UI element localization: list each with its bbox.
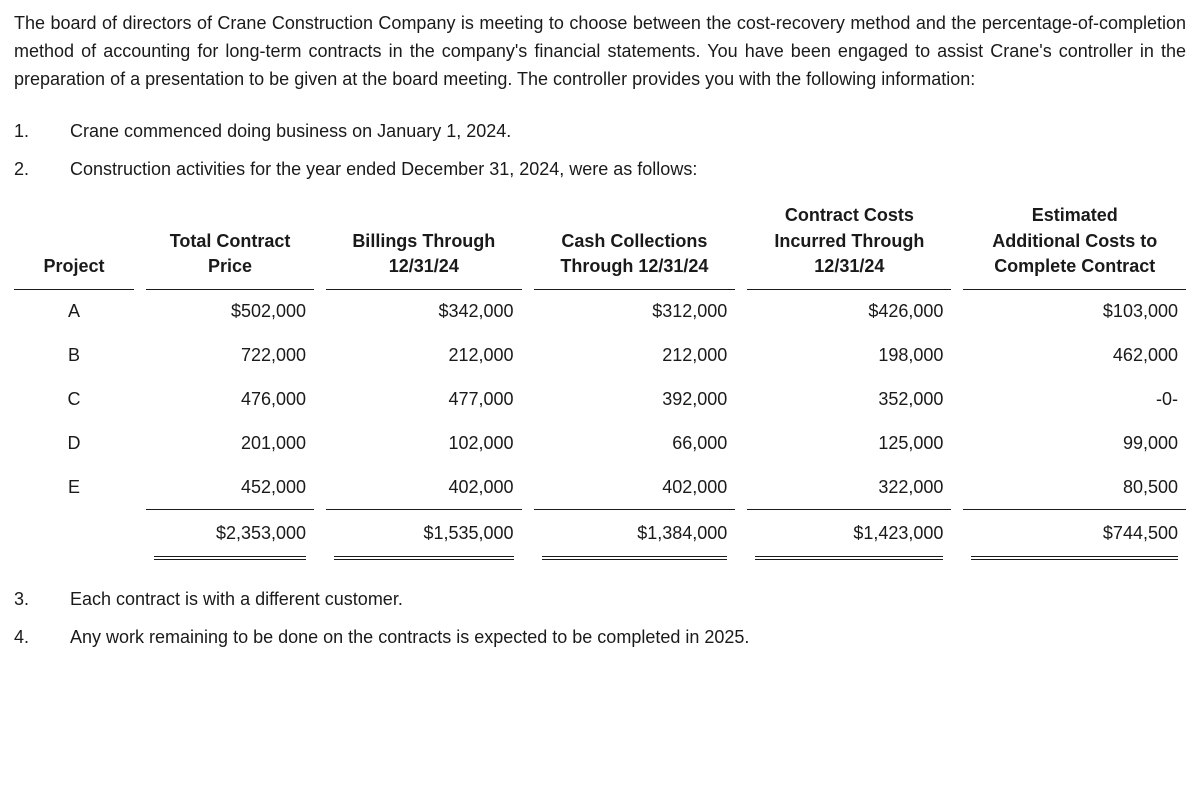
- col-costs: Contract Costs Incurred Through 12/31/24: [747, 197, 951, 289]
- cell-price: 476,000: [146, 378, 314, 422]
- col-billings: Billings Through 12/31/24: [326, 197, 522, 289]
- table-row: C 476,000 477,000 392,000 352,000 -0-: [14, 378, 1186, 422]
- cell-cash: 212,000: [534, 334, 736, 378]
- cell-price: 722,000: [146, 334, 314, 378]
- table-row: D 201,000 102,000 66,000 125,000 99,000: [14, 422, 1186, 466]
- total-costs: $1,423,000: [747, 510, 951, 558]
- cell-project: D: [14, 422, 134, 466]
- total-billings: $1,535,000: [326, 510, 522, 558]
- list-item-3: 3. Each contract is with a different cus…: [14, 586, 1186, 614]
- cell-cash: 392,000: [534, 378, 736, 422]
- cell-price: $502,000: [146, 290, 314, 334]
- cell-addl: -0-: [963, 378, 1186, 422]
- list-number: 3.: [14, 586, 70, 614]
- col-cash: Cash Collections Through 12/31/24: [534, 197, 736, 289]
- info-list-bottom: 3. Each contract is with a different cus…: [14, 586, 1186, 652]
- info-list-top: 1. Crane commenced doing business on Jan…: [14, 118, 1186, 184]
- table-row: A $502,000 $342,000 $312,000 $426,000 $1…: [14, 290, 1186, 334]
- cell-addl: $103,000: [963, 290, 1186, 334]
- cell-project: A: [14, 290, 134, 334]
- table-row: B 722,000 212,000 212,000 198,000 462,00…: [14, 334, 1186, 378]
- col-price: Total Contract Price: [146, 197, 314, 289]
- intro-paragraph: The board of directors of Crane Construc…: [14, 10, 1186, 94]
- list-item-2: 2. Construction activities for the year …: [14, 156, 1186, 184]
- list-text: Construction activities for the year end…: [70, 156, 1186, 184]
- cell-costs: 352,000: [747, 378, 951, 422]
- list-number: 1.: [14, 118, 70, 146]
- list-item-4: 4. Any work remaining to be done on the …: [14, 624, 1186, 652]
- cell-addl: 462,000: [963, 334, 1186, 378]
- cell-price: 201,000: [146, 422, 314, 466]
- total-price: $2,353,000: [146, 510, 314, 558]
- cell-cash: $312,000: [534, 290, 736, 334]
- cell-project: E: [14, 466, 134, 510]
- list-number: 4.: [14, 624, 70, 652]
- col-additional: Estimated Additional Costs to Complete C…: [963, 197, 1186, 289]
- table-totals-row: $2,353,000 $1,535,000 $1,384,000 $1,423,…: [14, 510, 1186, 558]
- cell-addl: 99,000: [963, 422, 1186, 466]
- cell-costs: 322,000: [747, 466, 951, 510]
- col-project: Project: [14, 197, 134, 289]
- total-cash: $1,384,000: [534, 510, 736, 558]
- cell-costs: 198,000: [747, 334, 951, 378]
- cell-project: C: [14, 378, 134, 422]
- cell-addl: 80,500: [963, 466, 1186, 510]
- cell-costs: $426,000: [747, 290, 951, 334]
- table-row: E 452,000 402,000 402,000 322,000 80,500: [14, 466, 1186, 510]
- cell-billings: 102,000: [326, 422, 522, 466]
- list-number: 2.: [14, 156, 70, 184]
- cell-billings: 212,000: [326, 334, 522, 378]
- cell-price: 452,000: [146, 466, 314, 510]
- cell-costs: 125,000: [747, 422, 951, 466]
- cell-project: B: [14, 334, 134, 378]
- table-header-row: Project Total Contract Price Billings Th…: [14, 197, 1186, 289]
- list-text: Any work remaining to be done on the con…: [70, 624, 1186, 652]
- cell-billings: 402,000: [326, 466, 522, 510]
- cell-billings: $342,000: [326, 290, 522, 334]
- total-addl: $744,500: [963, 510, 1186, 558]
- list-item-1: 1. Crane commenced doing business on Jan…: [14, 118, 1186, 146]
- cell-cash: 402,000: [534, 466, 736, 510]
- list-text: Crane commenced doing business on Januar…: [70, 118, 1186, 146]
- list-text: Each contract is with a different custom…: [70, 586, 1186, 614]
- cell-billings: 477,000: [326, 378, 522, 422]
- cell-cash: 66,000: [534, 422, 736, 466]
- construction-table: Project Total Contract Price Billings Th…: [14, 197, 1186, 558]
- table-body: A $502,000 $342,000 $312,000 $426,000 $1…: [14, 290, 1186, 559]
